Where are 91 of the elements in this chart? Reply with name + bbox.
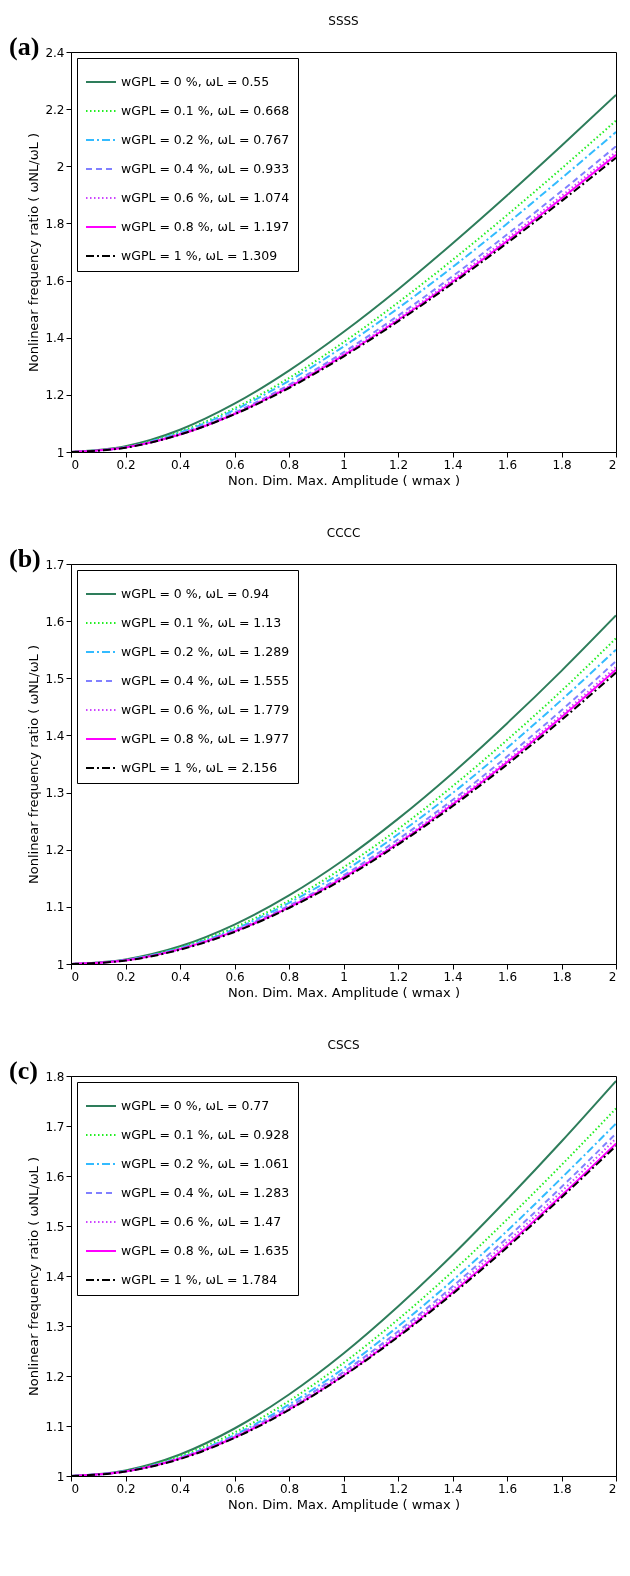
y-tick-label: 1.7 <box>45 557 65 572</box>
y-tick-label: 1 <box>56 445 65 460</box>
text: (a) <box>9 32 40 61</box>
y-tick-label: 1.2 <box>45 1369 65 1384</box>
legend-label: wGPL = 0.1 %, ωL = 0.668 <box>121 103 290 118</box>
x-tick-label: 1.8 <box>552 969 572 984</box>
y-tick-label: 1.3 <box>45 786 65 801</box>
x-tick-label: 1.2 <box>388 1481 409 1496</box>
legend-label: wGPL = 1 %, ωL = 1.784 <box>121 1272 278 1287</box>
legend-label: wGPL = 0.2 %, ωL = 1.289 <box>121 644 290 659</box>
x-tick-label: 1 <box>340 457 348 472</box>
x-tick-label: 0.4 <box>170 457 191 472</box>
legend-label: wGPL = 0.4 %, ωL = 1.283 <box>121 1185 290 1200</box>
y-tick-label: 1.4 <box>45 1269 65 1284</box>
chart-title: SSSS <box>328 14 359 28</box>
x-tick-label: 0.2 <box>116 969 136 984</box>
x-tick-label: 1 <box>340 1481 348 1496</box>
chart-title: CCCC <box>326 526 361 540</box>
y-tick-label: 1.6 <box>45 1169 65 1184</box>
legend-label: wGPL = 0 %, ωL = 0.94 <box>121 586 270 601</box>
y-tick-label: 1.1 <box>45 900 65 915</box>
x-tick-label: 2 <box>608 457 617 472</box>
y-tick-label: 1.8 <box>45 1069 65 1084</box>
legend-label: wGPL = 1 %, ωL = 2.156 <box>121 760 278 775</box>
y-axis-title: Nonlinear frequency ratio ( ωNL/ωL ) <box>26 132 42 373</box>
x-tick-label: 1.6 <box>497 457 518 472</box>
legend-label: wGPL = 0.8 %, ωL = 1.197 <box>121 219 290 234</box>
legend-label: wGPL = 0.2 %, ωL = 0.767 <box>121 132 290 147</box>
y-tick-label: 1.2 <box>45 388 65 403</box>
y-tick-label: 1 <box>56 957 65 972</box>
x-axis-title: Non. Dim. Max. Amplitude ( wmax ) <box>228 472 460 488</box>
legend-label: wGPL = 0.2 %, ωL = 1.061 <box>121 1156 290 1171</box>
chart-title: CSCS <box>327 1038 360 1052</box>
legend-label: wGPL = 0.6 %, ωL = 1.074 <box>121 190 290 205</box>
legend-label: wGPL = 0.8 %, ωL = 1.635 <box>121 1243 290 1258</box>
y-tick-label: 1 <box>56 1469 65 1484</box>
y-axis-title: Nonlinear frequency ratio ( ωNL/ωL ) <box>26 1156 42 1397</box>
x-axis-title: Non. Dim. Max. Amplitude ( wmax ) <box>228 984 460 1000</box>
x-tick-label: 0.2 <box>116 457 136 472</box>
legend-label: wGPL = 0.8 %, ωL = 1.977 <box>121 731 290 746</box>
y-tick-label: 1.4 <box>45 331 65 346</box>
x-tick-label: 0.6 <box>225 969 245 984</box>
x-tick-label: 0.6 <box>225 1481 245 1496</box>
text: (b) <box>9 544 41 573</box>
legend-label: wGPL = 0.4 %, ωL = 1.555 <box>121 673 290 688</box>
y-tick-label: 2.4 <box>45 45 65 60</box>
x-tick-label: 0.8 <box>279 969 300 984</box>
legend-label: wGPL = 0 %, ωL = 0.55 <box>121 74 270 89</box>
y-tick-label: 1.7 <box>45 1119 65 1134</box>
legend-label: wGPL = 0.1 %, ωL = 0.928 <box>121 1127 290 1142</box>
x-tick-label: 1.2 <box>388 969 409 984</box>
x-tick-label: 0.8 <box>279 1481 300 1496</box>
y-tick-label: 1.6 <box>45 274 65 289</box>
x-tick-label: 0.8 <box>279 457 300 472</box>
x-tick-label: 0.4 <box>170 1481 191 1496</box>
text: (c) <box>9 1056 38 1085</box>
x-tick-label: 0.6 <box>225 457 245 472</box>
x-tick-label: 1 <box>340 969 348 984</box>
y-tick-label: 1.5 <box>45 671 65 686</box>
legend-label: wGPL = 0.6 %, ωL = 1.47 <box>121 1214 282 1229</box>
legend-label: wGPL = 0.6 %, ωL = 1.779 <box>121 702 290 717</box>
x-tick-label: 2 <box>608 1481 617 1496</box>
x-tick-label: 1.6 <box>497 969 518 984</box>
x-tick-label: 1.6 <box>497 1481 518 1496</box>
y-tick-label: 1.8 <box>45 216 65 231</box>
legend-label: wGPL = 1 %, ωL = 1.309 <box>121 248 278 263</box>
y-tick-label: 1.6 <box>45 614 65 629</box>
x-tick-label: 0 <box>71 1481 80 1496</box>
y-tick-label: 2 <box>56 159 65 174</box>
y-tick-label: 1.5 <box>45 1219 65 1234</box>
y-tick-label: 1.1 <box>45 1419 65 1434</box>
y-tick-label: 1.2 <box>45 843 65 858</box>
legend-label: wGPL = 0.1 %, ωL = 1.13 <box>121 615 282 630</box>
x-tick-label: 0.2 <box>116 1481 136 1496</box>
x-tick-label: 0.4 <box>170 969 191 984</box>
legend-label: wGPL = 0 %, ωL = 0.77 <box>121 1098 270 1113</box>
x-tick-label: 1.4 <box>443 457 463 472</box>
y-axis-title: Nonlinear frequency ratio ( ωNL/ωL ) <box>26 644 42 885</box>
x-tick-label: 0 <box>71 457 80 472</box>
y-tick-label: 1.4 <box>45 728 65 743</box>
legend-label: wGPL = 0.4 %, ωL = 0.933 <box>121 161 290 176</box>
y-tick-label: 2.2 <box>45 102 65 117</box>
y-tick-label: 1.3 <box>45 1319 65 1334</box>
x-tick-label: 1.4 <box>443 1481 463 1496</box>
x-tick-label: 1.2 <box>388 457 409 472</box>
x-tick-label: 1.8 <box>552 1481 572 1496</box>
x-tick-label: 1.8 <box>552 457 572 472</box>
x-tick-label: 0 <box>71 969 80 984</box>
x-tick-label: 2 <box>608 969 617 984</box>
x-tick-label: 1.4 <box>443 969 463 984</box>
x-axis-title: Non. Dim. Max. Amplitude ( wmax ) <box>228 1496 460 1512</box>
